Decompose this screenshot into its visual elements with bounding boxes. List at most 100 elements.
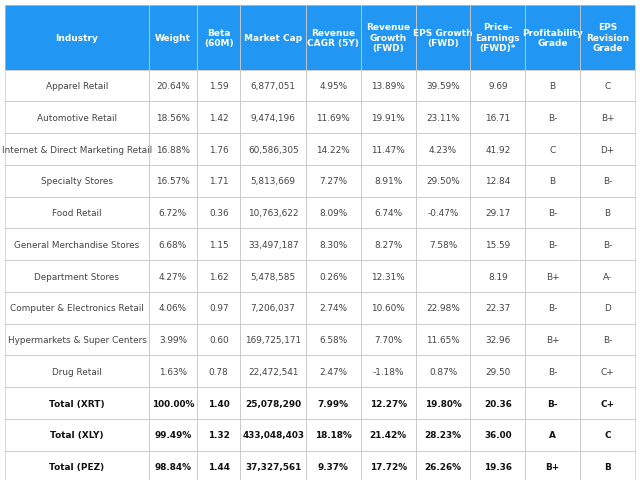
Text: B+: B+: [546, 272, 559, 281]
Bar: [525, 6, 580, 71]
Text: 12.84: 12.84: [485, 177, 511, 186]
Bar: [5, 166, 149, 197]
Bar: [306, 419, 361, 451]
Text: 18.56%: 18.56%: [156, 114, 190, 122]
Bar: [470, 356, 525, 387]
Text: 16.71: 16.71: [485, 114, 511, 122]
Bar: [149, 356, 197, 387]
Bar: [415, 451, 470, 480]
Bar: [470, 261, 525, 292]
Text: 433,048,403: 433,048,403: [242, 431, 304, 439]
Bar: [361, 387, 415, 419]
Text: 7.58%: 7.58%: [429, 240, 457, 249]
Bar: [197, 356, 241, 387]
Text: Beta
(60M): Beta (60M): [204, 28, 234, 48]
Text: 19.36: 19.36: [484, 462, 512, 471]
Bar: [525, 324, 580, 356]
Text: D+: D+: [600, 145, 614, 154]
Bar: [470, 71, 525, 102]
Text: 8.09%: 8.09%: [319, 209, 348, 217]
Bar: [5, 197, 149, 229]
Text: 10.60%: 10.60%: [371, 304, 405, 312]
Bar: [361, 197, 415, 229]
Text: 1.71: 1.71: [209, 177, 228, 186]
Text: -1.18%: -1.18%: [372, 367, 404, 376]
Bar: [241, 6, 306, 71]
Bar: [470, 451, 525, 480]
Text: 0.97: 0.97: [209, 304, 228, 312]
Bar: [415, 102, 470, 134]
Text: 10,763,622: 10,763,622: [248, 209, 298, 217]
Text: 32.96: 32.96: [485, 336, 511, 344]
Bar: [525, 229, 580, 261]
Bar: [241, 229, 306, 261]
Bar: [580, 71, 635, 102]
Text: 29.50%: 29.50%: [426, 177, 460, 186]
Bar: [197, 71, 241, 102]
Bar: [525, 451, 580, 480]
Text: 5,813,669: 5,813,669: [251, 177, 296, 186]
Text: 20.36: 20.36: [484, 399, 512, 408]
Bar: [149, 229, 197, 261]
Bar: [525, 387, 580, 419]
Text: C+: C+: [600, 399, 614, 408]
Text: 26.26%: 26.26%: [424, 462, 461, 471]
Bar: [580, 451, 635, 480]
Bar: [241, 292, 306, 324]
Text: Total (PEZ): Total (PEZ): [49, 462, 104, 471]
Text: B-: B-: [603, 336, 612, 344]
Bar: [525, 292, 580, 324]
Text: C+: C+: [600, 367, 614, 376]
Text: Total (XRT): Total (XRT): [49, 399, 105, 408]
Text: 25,078,290: 25,078,290: [245, 399, 301, 408]
Bar: [149, 292, 197, 324]
Bar: [470, 292, 525, 324]
Bar: [149, 387, 197, 419]
Text: B: B: [604, 462, 611, 471]
Bar: [149, 261, 197, 292]
Bar: [149, 197, 197, 229]
Text: 12.31%: 12.31%: [371, 272, 405, 281]
Text: 6.58%: 6.58%: [319, 336, 348, 344]
Bar: [361, 102, 415, 134]
Bar: [580, 261, 635, 292]
Text: 13.89%: 13.89%: [371, 82, 405, 91]
Text: B-: B-: [548, 209, 557, 217]
Text: 1.76: 1.76: [209, 145, 228, 154]
Bar: [306, 197, 361, 229]
Text: 23.11%: 23.11%: [426, 114, 460, 122]
Bar: [525, 102, 580, 134]
Bar: [470, 387, 525, 419]
Bar: [306, 387, 361, 419]
Text: Price-
Earnings
(FWD)*: Price- Earnings (FWD)*: [476, 24, 520, 53]
Bar: [197, 134, 241, 166]
Text: 7.99%: 7.99%: [318, 399, 349, 408]
Bar: [5, 451, 149, 480]
Text: 20.64%: 20.64%: [156, 82, 190, 91]
Text: A-: A-: [603, 272, 612, 281]
Bar: [306, 71, 361, 102]
Text: Food Retail: Food Retail: [52, 209, 102, 217]
Bar: [241, 102, 306, 134]
Bar: [525, 71, 580, 102]
Text: 28.23%: 28.23%: [424, 431, 461, 439]
Text: General Merchandise Stores: General Merchandise Stores: [14, 240, 140, 249]
Bar: [149, 419, 197, 451]
Text: 18.18%: 18.18%: [315, 431, 352, 439]
Text: B-: B-: [548, 304, 557, 312]
Text: 8.30%: 8.30%: [319, 240, 348, 249]
Bar: [415, 387, 470, 419]
Bar: [197, 292, 241, 324]
Text: 4.95%: 4.95%: [319, 82, 348, 91]
Text: 4.27%: 4.27%: [159, 272, 187, 281]
Text: 22.98%: 22.98%: [426, 304, 460, 312]
Text: 2.74%: 2.74%: [319, 304, 348, 312]
Text: B+: B+: [545, 462, 560, 471]
Bar: [580, 229, 635, 261]
Text: 22,472,541: 22,472,541: [248, 367, 298, 376]
Text: 2.47%: 2.47%: [319, 367, 348, 376]
Bar: [470, 419, 525, 451]
Bar: [361, 71, 415, 102]
Bar: [580, 134, 635, 166]
Bar: [197, 229, 241, 261]
